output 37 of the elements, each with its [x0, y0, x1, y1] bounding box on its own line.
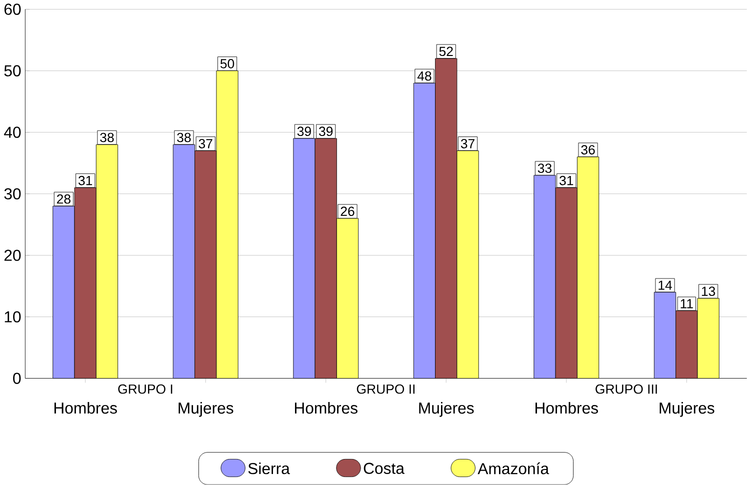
data-label: 37	[460, 139, 474, 148]
legend-label: Amazonía	[478, 462, 550, 474]
y-tick-label: 20	[4, 250, 21, 262]
data-label: 38	[100, 132, 114, 142]
x-tick-label: Hombres	[536, 402, 598, 414]
data-label: 48	[417, 71, 432, 81]
text: GRUPO II	[356, 384, 415, 394]
data-label: 39	[297, 126, 311, 136]
x-tick-label: Mujeres	[419, 402, 474, 417]
data-label: 11	[680, 299, 693, 308]
data-label: 33	[538, 164, 552, 174]
data-label: 50	[220, 59, 234, 68]
data-label: 26	[340, 206, 354, 216]
y-tick-label: 30	[4, 188, 21, 200]
data-label: 38	[177, 132, 191, 142]
text: GRUPO I	[118, 384, 172, 394]
legend-label: Costa	[364, 462, 404, 474]
y-tick-label: 40	[4, 126, 21, 138]
y-tick-label: 0	[13, 372, 21, 384]
y-tick-label: 60	[4, 4, 21, 15]
x-tick-label: Mujeres	[660, 402, 714, 417]
data-label: 37	[198, 139, 212, 148]
text: GRUPO III	[596, 384, 657, 394]
data-label: 14	[658, 280, 672, 290]
data-label: 52	[439, 46, 453, 56]
data-label: 39	[319, 126, 333, 136]
data-label: 31	[560, 176, 574, 186]
x-tick-label: Mujeres	[178, 402, 234, 417]
y-tick-label: 10	[4, 311, 21, 323]
data-label: 36	[581, 145, 595, 155]
data-label: 31	[78, 176, 92, 186]
legend-label: Sierra	[248, 462, 290, 474]
x-tick-label: Hombres	[54, 402, 117, 414]
x-tick-label: Hombres	[294, 402, 358, 414]
data-label: 28	[57, 194, 70, 204]
y-tick-label: 50	[4, 65, 21, 77]
data-label: 13	[702, 286, 716, 296]
